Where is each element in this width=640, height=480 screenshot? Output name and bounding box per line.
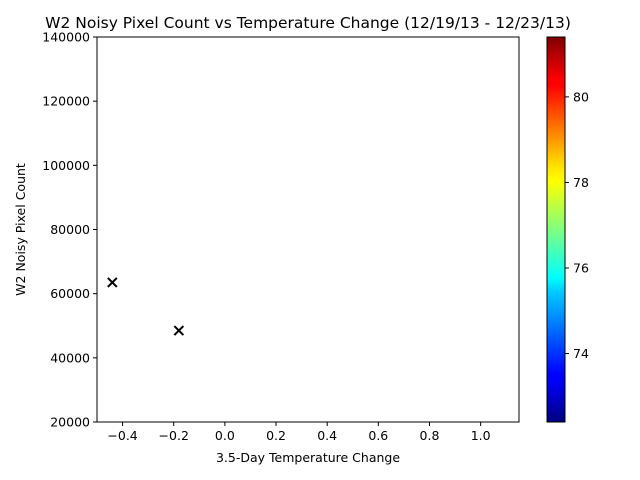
colorbar-tick-label: 76	[573, 261, 589, 276]
y-tick-label: 40000	[50, 350, 90, 365]
x-tick-label: 0.4	[317, 428, 337, 443]
x-tick-label: −0.2	[159, 428, 189, 443]
x-axis-label: 3.5-Day Temperature Change	[216, 450, 400, 465]
x-tick-label: −0.4	[107, 428, 137, 443]
colorbar-tick-label: 74	[573, 346, 589, 361]
colorbar-ticks: 74 76 78 80	[565, 89, 589, 361]
chart-title: W2 Noisy Pixel Count vs Temperature Chan…	[45, 14, 571, 32]
x-tick-label: 0.0	[215, 428, 235, 443]
y-axis-ticks: 20000 40000 60000 80000 100000 120000 140000	[42, 30, 97, 430]
colorbar-tick-label: 80	[573, 89, 589, 104]
x-tick-label: 0.8	[420, 428, 440, 443]
colorbar	[546, 36, 566, 423]
data-point	[107, 277, 118, 288]
y-tick-label: 80000	[50, 222, 90, 237]
data-points	[107, 277, 185, 336]
y-tick-label: 100000	[42, 158, 90, 173]
y-tick-label: 20000	[50, 415, 90, 430]
y-tick-label: 140000	[42, 30, 90, 45]
data-point-stroke	[173, 325, 185, 336]
x-tick-label: 0.6	[368, 428, 388, 443]
colorbar-tick-label: 78	[573, 175, 589, 190]
plot-area-frame	[96, 36, 520, 423]
x-axis-ticks: −0.4 −0.2 0.0 0.2 0.4 0.6 0.8 1.0	[107, 422, 491, 443]
y-tick-label: 60000	[50, 286, 90, 301]
y-tick-label: 120000	[42, 94, 90, 109]
data-point	[173, 325, 185, 336]
x-tick-label: 0.2	[266, 428, 286, 443]
data-point-stroke	[107, 277, 118, 288]
y-axis-label: W2 Noisy Pixel Count	[13, 163, 28, 296]
x-tick-label: 1.0	[471, 428, 491, 443]
